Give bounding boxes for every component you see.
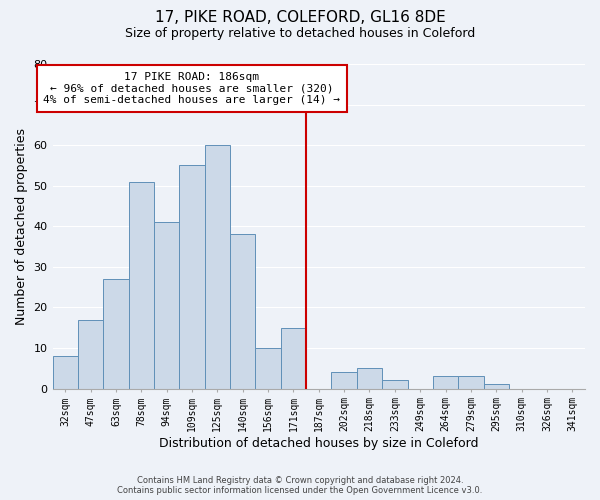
Bar <box>433 376 458 388</box>
Bar <box>78 320 103 388</box>
Text: 17, PIKE ROAD, COLEFORD, GL16 8DE: 17, PIKE ROAD, COLEFORD, GL16 8DE <box>155 10 445 25</box>
Bar <box>128 182 154 388</box>
Bar <box>154 222 179 388</box>
Bar <box>53 356 78 388</box>
Bar <box>458 376 484 388</box>
Text: 17 PIKE ROAD: 186sqm
← 96% of detached houses are smaller (320)
4% of semi-detac: 17 PIKE ROAD: 186sqm ← 96% of detached h… <box>43 72 340 106</box>
Text: Contains HM Land Registry data © Crown copyright and database right 2024.
Contai: Contains HM Land Registry data © Crown c… <box>118 476 482 495</box>
Bar <box>230 234 256 388</box>
Bar <box>484 384 509 388</box>
Bar <box>281 328 306 388</box>
Bar <box>382 380 407 388</box>
Bar <box>331 372 357 388</box>
Bar <box>205 145 230 388</box>
Text: Size of property relative to detached houses in Coleford: Size of property relative to detached ho… <box>125 28 475 40</box>
Bar <box>357 368 382 388</box>
Bar <box>179 166 205 388</box>
Bar <box>256 348 281 389</box>
X-axis label: Distribution of detached houses by size in Coleford: Distribution of detached houses by size … <box>159 437 479 450</box>
Bar <box>103 279 128 388</box>
Y-axis label: Number of detached properties: Number of detached properties <box>15 128 28 325</box>
